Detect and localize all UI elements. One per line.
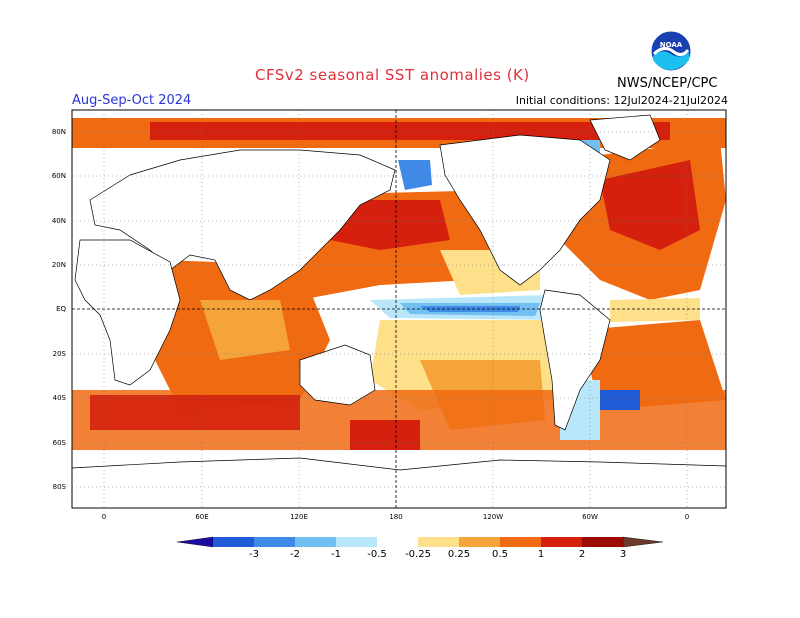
colorbar-label: 1 [538,549,544,560]
longitude-labels: 0 60E 120E 180 120W 60W 0 [102,513,689,521]
lon-label: 120W [483,513,503,521]
graticule [72,110,726,508]
lat-label: EQ [56,305,66,313]
map-frame [71,109,727,509]
colorbar-high-arrow [622,536,664,548]
colorbar-segment [213,537,254,547]
colorbar-segment [377,537,418,547]
lat-label: 20N [52,261,66,269]
colorbar-label: -0.25 [405,549,431,560]
latitude-labels: 80N 60N 40N 20N EQ 20S 40S 60S 80S [52,128,67,491]
colorbar-segment [500,537,541,547]
colorbar-segment [295,537,336,547]
colorbar-segment [459,537,500,547]
colorbar-label: -0.5 [367,549,387,560]
colorbar-segment [418,537,459,547]
map-title: CFSv2 seasonal SST anomalies (K) [255,66,530,84]
colorbar-label: -1 [331,549,341,560]
lat-label: 40N [52,217,66,225]
lon-label: 60W [582,513,598,521]
lat-label: 60S [53,439,67,447]
lon-label: 0 [685,513,689,521]
lon-label: 60E [195,513,208,521]
colorbar-low-arrow [176,536,214,548]
colorbar-label: 0.5 [492,549,508,560]
colorbar-segment [254,537,295,547]
colorbar-segment [541,537,582,547]
colorbar: -3 -2 -1 -0.5 -0.25 0.25 0.5 1 2 3 [176,536,664,560]
colorbar-segment [336,537,377,547]
colorbar-segment [582,537,623,547]
lat-label: 60N [52,172,66,180]
initial-conditions-label: Initial conditions: 12Jul2024-21Jul2024 [515,94,728,107]
lat-label: 80N [52,128,66,136]
lat-label: 40S [53,394,67,402]
lat-label: 80S [53,483,67,491]
lon-label: 0 [102,513,106,521]
lon-label: 120E [290,513,308,521]
colorbar-label: -3 [249,549,259,560]
colorbar-label: 2 [579,549,585,560]
lon-label: 180 [389,513,402,521]
season-label: Aug-Sep-Oct 2024 [72,93,192,108]
colorbar-label: 0.25 [448,549,470,560]
noaa-logo-icon: NOAA [650,30,692,76]
agency-label: NWS/NCEP/CPC [617,76,718,91]
colorbar-label: 3 [620,549,626,560]
noaa-logo-text: NOAA [660,41,683,49]
colorbar-label: -2 [290,549,300,560]
lat-label: 20S [53,350,67,358]
anomaly-field [72,114,726,508]
continents [72,114,726,508]
